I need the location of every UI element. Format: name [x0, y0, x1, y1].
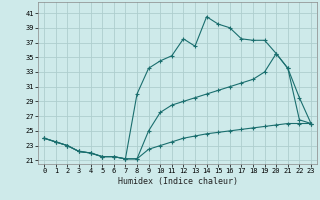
X-axis label: Humidex (Indice chaleur): Humidex (Indice chaleur): [118, 177, 238, 186]
